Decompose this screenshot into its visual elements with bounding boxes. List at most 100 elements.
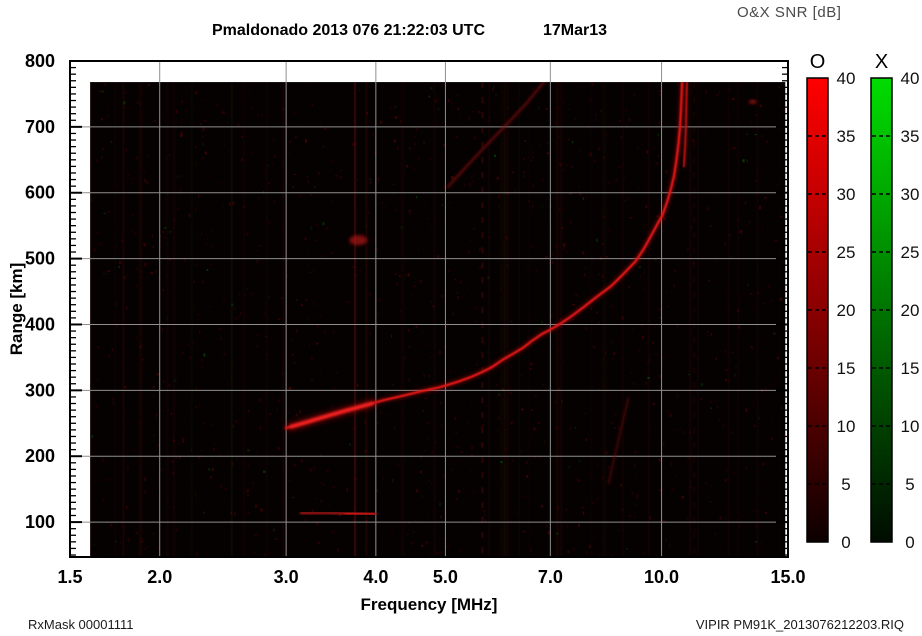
noise-speck (483, 342, 486, 346)
noise-speck (354, 258, 357, 260)
noise-speck (548, 258, 551, 261)
noise-speck (733, 375, 736, 378)
noise-speck (548, 214, 550, 218)
noise-speck (321, 255, 324, 257)
noise-speck (441, 295, 444, 298)
noise-speck (173, 439, 175, 442)
noise-speck (144, 478, 146, 481)
noise-speck (227, 122, 229, 124)
noise-speck (107, 114, 109, 117)
noise-speck (172, 471, 175, 475)
noise-speck (212, 448, 215, 451)
noise-speck (630, 372, 633, 374)
noise-speck (689, 169, 692, 172)
noise-speck (291, 211, 293, 213)
noise-speck (364, 550, 367, 553)
noise-speck (483, 251, 485, 254)
noise-speck (390, 334, 393, 338)
noise-speck (450, 370, 452, 373)
colorbar-tick-label: 30 (837, 185, 856, 204)
noise-speck (278, 340, 281, 345)
noise-speck (263, 470, 266, 473)
noise-speck (473, 227, 475, 231)
noise-speck (152, 385, 155, 389)
noise-speck (617, 529, 620, 532)
noise-speck (479, 426, 483, 428)
noise-speck (268, 182, 270, 185)
noise-speck (446, 255, 449, 257)
noise-speck (118, 265, 120, 269)
noise-speck (163, 380, 165, 383)
noise-speck (725, 379, 728, 382)
noise-speck (152, 532, 155, 535)
noise-speck (112, 401, 115, 405)
noise-speck (498, 416, 500, 420)
noise-speck (381, 202, 384, 204)
noise-speck (209, 305, 212, 307)
noise-speck (662, 240, 664, 244)
noise-speck (428, 414, 431, 416)
noise-speck (256, 333, 259, 336)
colorbar-tick-label: 20 (901, 301, 920, 320)
noise-speck (480, 204, 483, 207)
noise-speck (233, 512, 236, 516)
noise-speck (439, 503, 442, 506)
noise-speck (686, 248, 689, 251)
noise-speck (725, 294, 729, 297)
noise-speck (620, 357, 622, 360)
noise-speck (612, 358, 615, 361)
noise-speck (243, 205, 246, 208)
noise-speck (368, 177, 372, 181)
noise-speck (119, 540, 121, 545)
noise-speck (281, 224, 283, 228)
noise-speck (784, 243, 786, 246)
noise-speck (146, 546, 150, 548)
noise-speck (240, 136, 243, 138)
noise-speck (421, 345, 424, 347)
noise-speck (712, 345, 715, 347)
noise-speck (655, 353, 658, 356)
noise-speck (304, 82, 306, 85)
noise-speck (573, 547, 575, 551)
noise-speck (481, 143, 483, 146)
noise-speck (246, 233, 249, 236)
noise-speck (263, 421, 266, 423)
noise-speck (167, 554, 170, 556)
noise-speck (229, 202, 231, 206)
noise-speck (351, 427, 354, 431)
noise-speck (560, 227, 563, 229)
noise-speck (141, 276, 144, 279)
noise-speck (679, 427, 682, 430)
noise-speck (128, 176, 131, 179)
noise-speck (675, 429, 677, 431)
noise-speck (319, 367, 321, 371)
noise-speck (399, 119, 402, 124)
noise-speck (450, 176, 454, 180)
noise-speck (422, 534, 425, 538)
noise-speck (767, 144, 770, 147)
noise-speck (209, 263, 212, 266)
noise-speck (593, 160, 595, 163)
noise-speck (223, 337, 225, 341)
noise-speck (431, 451, 434, 455)
noise-speck (637, 349, 641, 352)
noise-speck (304, 139, 307, 143)
noise-speck (715, 357, 718, 360)
noise-speck (463, 514, 465, 516)
noise-speck (169, 231, 172, 233)
noise-speck (146, 180, 149, 185)
noise-speck (475, 219, 478, 221)
noise-speck (533, 427, 536, 431)
noise-speck (696, 356, 699, 361)
noise-speck (646, 362, 649, 364)
noise-speck (434, 441, 437, 444)
noise-speck (584, 197, 588, 199)
colorbar-tick-label: 0 (905, 533, 914, 552)
x-tick-label: 2.0 (147, 567, 172, 587)
noise-speck (394, 131, 397, 134)
noise-speck (153, 434, 155, 437)
y-tick-label: 300 (25, 380, 55, 400)
noise-speck (633, 515, 637, 519)
noise-speck (693, 195, 695, 198)
noise-speck (232, 363, 234, 367)
